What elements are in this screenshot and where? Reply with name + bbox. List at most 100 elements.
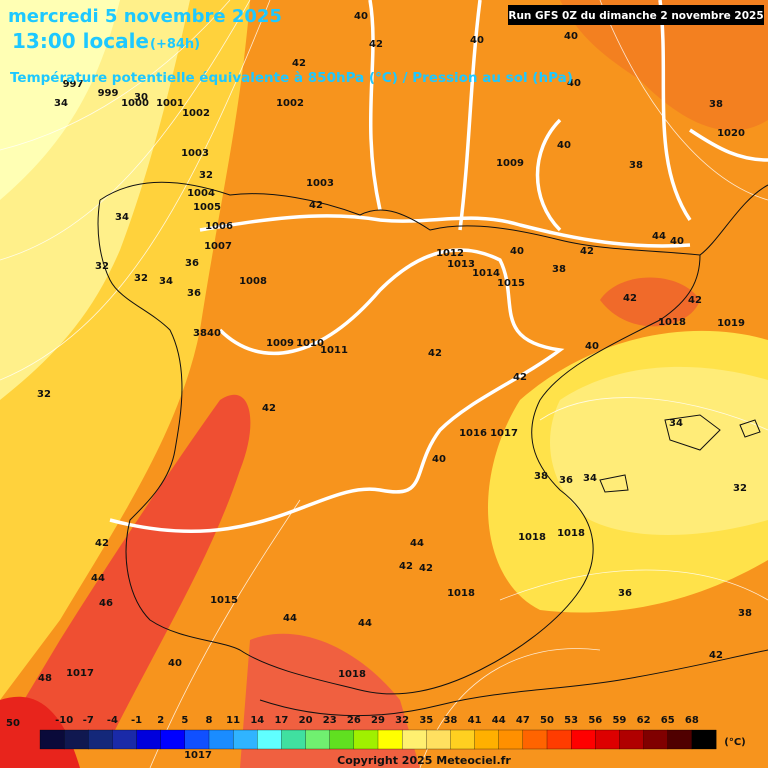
temperature-label: 42 xyxy=(513,372,527,383)
pale-field xyxy=(0,0,120,200)
pressure-label: 1000 xyxy=(121,98,149,109)
colorbar-swatch xyxy=(39,729,65,750)
pressure-label: 1013 xyxy=(447,259,475,270)
pressure-label: 1009 xyxy=(266,338,294,349)
colorbar-tick-label: 68 xyxy=(685,715,699,726)
pressure-label: 1003 xyxy=(181,148,209,159)
temperature-label: 42 xyxy=(262,403,276,414)
colorbar-swatch xyxy=(112,729,138,750)
colorbar-swatch xyxy=(232,729,258,750)
colorbar-swatch xyxy=(643,729,669,750)
pressure-label: 1002 xyxy=(182,108,210,119)
temperature-label: 48 xyxy=(38,673,52,684)
colorbar-tick-label: 32 xyxy=(395,715,409,726)
colorbar-tick-label: 29 xyxy=(371,715,385,726)
temperature-label: 44 xyxy=(283,613,297,624)
temperature-label: 38 xyxy=(534,471,548,482)
temperature-label: 44 xyxy=(358,618,372,629)
temperature-label: 32 xyxy=(134,273,148,284)
temperature-label: 42 xyxy=(580,246,594,257)
colorbar-swatch xyxy=(136,729,162,750)
colorbar-swatch xyxy=(426,729,451,750)
colorbar-swatch xyxy=(498,729,524,750)
colorbar-swatch xyxy=(401,729,427,750)
temperature-label: 32 xyxy=(37,389,51,400)
red-band xyxy=(0,394,251,740)
temperature-label: 34 xyxy=(159,276,173,287)
temperature-label: 38 xyxy=(709,99,723,110)
temperature-label: 42 xyxy=(292,58,306,69)
pressure-label: 1005 xyxy=(193,202,221,213)
temperature-label: 44 xyxy=(652,231,666,242)
temperature-label: 40 xyxy=(567,78,581,89)
colorbar-swatch xyxy=(546,729,572,750)
temperature-label: 46 xyxy=(99,598,113,609)
date-title: mercredi 5 novembre 2025 xyxy=(8,6,282,27)
pressure-label: 1006 xyxy=(205,221,233,232)
colorbar-tick-label: 47 xyxy=(516,715,530,726)
temperature-label: 42 xyxy=(688,295,702,306)
colorbar-tick-label: 56 xyxy=(588,715,602,726)
pressure-label: 1008 xyxy=(239,276,267,287)
colorbar-tick-label: 20 xyxy=(299,715,313,726)
temperature-label: 42 xyxy=(709,650,723,661)
pressure-label: 1012 xyxy=(436,248,464,259)
colorbar-swatch xyxy=(305,729,331,750)
temperature-label: 40 xyxy=(354,11,368,22)
temperature-label: 40 xyxy=(168,658,182,669)
pressure-label: 1014 xyxy=(472,268,500,279)
pressure-label: 1010 xyxy=(296,338,324,349)
colorbar-swatch xyxy=(281,729,307,750)
pressure-label: 1018 xyxy=(658,317,686,328)
temperature-label: 50 xyxy=(6,718,20,729)
colorbar-tick-label: 23 xyxy=(323,715,337,726)
colorbar-tick-label: -1 xyxy=(131,715,142,726)
coastlines xyxy=(97,181,768,717)
time-title: 13:00 locale xyxy=(12,29,149,53)
colorbar-tick-label: 65 xyxy=(661,715,675,726)
pressure-label: 1018 xyxy=(518,532,546,543)
temperature-label: 42 xyxy=(369,39,383,50)
temperature-label: 42 xyxy=(399,561,413,572)
lead-time: (+84h) xyxy=(150,37,200,52)
colorbar-swatch xyxy=(522,729,548,750)
colorbar-swatch xyxy=(184,729,210,750)
colorbar-tick-label: -10 xyxy=(55,715,73,726)
pressure-label: 1019 xyxy=(717,318,745,329)
temperature-label: 32 xyxy=(95,261,109,272)
run-box xyxy=(508,5,764,25)
temperature-label: 40 xyxy=(207,328,221,339)
colorbar-swatch xyxy=(329,729,355,750)
temperature-label: 34 xyxy=(115,212,129,223)
colorbar-tick-label: 38 xyxy=(443,715,457,726)
run-info: Run GFS 0Z du dimanche 2 novembre 2025 xyxy=(508,10,763,22)
temperature-label: 34 xyxy=(583,473,597,484)
temperature-label: 40 xyxy=(510,246,524,257)
colorbar-tick-label: 62 xyxy=(637,715,651,726)
pressure-label: 1011 xyxy=(320,345,348,356)
temperature-label: 42 xyxy=(309,200,323,211)
colorbar-swatch xyxy=(595,729,620,750)
temperature-label: 42 xyxy=(419,563,433,574)
temperature-label: 40 xyxy=(557,140,571,151)
pressure-label: 1015 xyxy=(497,278,525,289)
pressure-label: 1016 xyxy=(459,428,487,439)
colorbar-swatch xyxy=(377,729,403,750)
temperature-label: 42 xyxy=(95,538,109,549)
colorbar-swatch xyxy=(450,729,476,750)
temperature-label: 34 xyxy=(54,98,68,109)
pressure-label: 1015 xyxy=(210,595,238,606)
pressure-label: 999 xyxy=(98,88,119,99)
colorbar-tick-label: 41 xyxy=(468,715,482,726)
temperature-label: 42 xyxy=(623,293,637,304)
colorbar-swatch xyxy=(691,729,717,750)
temperature-label: 44 xyxy=(91,573,105,584)
colorbar-swatch xyxy=(257,729,282,750)
colorbar-tick-label: 17 xyxy=(274,715,288,726)
temperature-label: 40 xyxy=(670,236,684,247)
colorbar-tick-label: 59 xyxy=(612,715,626,726)
colorbar-tick-label: 2 xyxy=(157,715,164,726)
temperature-label: 38 xyxy=(738,608,752,619)
colorbar-tick-label: 11 xyxy=(226,715,240,726)
